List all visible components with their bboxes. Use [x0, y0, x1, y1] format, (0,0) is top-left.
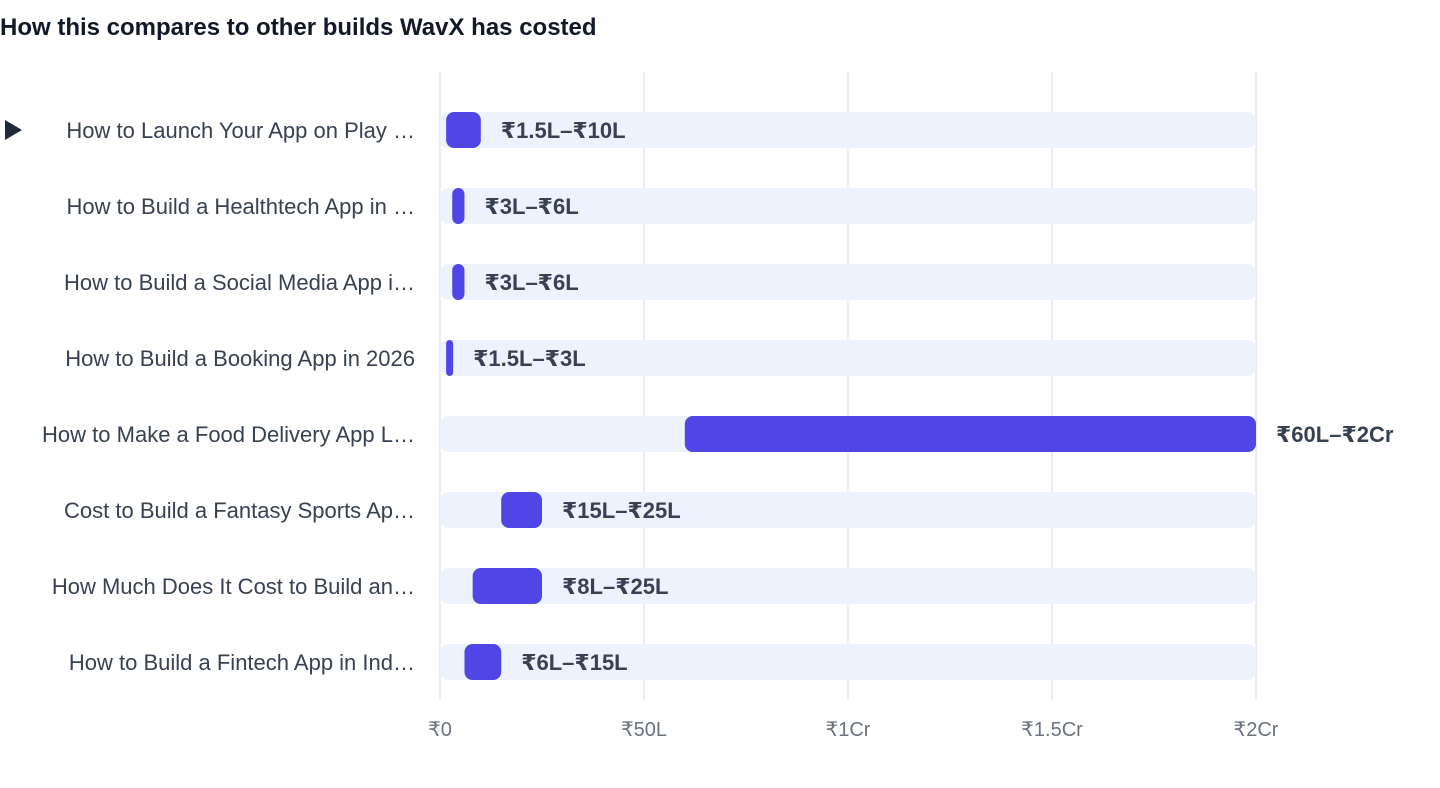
category-label: How to Build a Healthtech App in … — [66, 194, 415, 219]
category-label: Cost to Build a Fantasy Sports Ap… — [64, 498, 415, 523]
category-label: How to Launch Your App on Play … — [66, 118, 415, 143]
range-track — [440, 340, 1256, 376]
range-value-label: ₹6L–₹15L — [521, 650, 627, 675]
x-tick-label: ₹0 — [428, 719, 452, 741]
range-bar — [472, 568, 542, 604]
x-tick-label: ₹2Cr — [1234, 719, 1279, 741]
range-bar — [446, 112, 481, 148]
range-value-label: ₹15L–₹25L — [562, 498, 681, 523]
range-value-label: ₹8L–₹25L — [562, 574, 668, 599]
range-value-label: ₹1.5L–₹10L — [501, 118, 626, 143]
range-bar — [684, 416, 1256, 452]
range-track — [440, 188, 1256, 224]
range-bar — [452, 264, 465, 300]
current-row-marker-icon — [5, 120, 22, 140]
x-tick-label: ₹1Cr — [826, 719, 871, 741]
range-track — [440, 264, 1256, 300]
range-bar — [501, 492, 542, 528]
range-bar — [446, 340, 454, 376]
range-value-label: ₹3L–₹6L — [484, 270, 578, 295]
category-label: How to Build a Social Media App i… — [64, 270, 415, 295]
range-bar — [464, 644, 502, 680]
range-bar — [452, 188, 465, 224]
range-track — [440, 112, 1256, 148]
category-label: How Much Does It Cost to Build an… — [52, 574, 415, 599]
range-value-label: ₹3L–₹6L — [484, 194, 578, 219]
category-label: How to Make a Food Delivery App L… — [42, 422, 415, 447]
range-track — [440, 644, 1256, 680]
range-value-label: ₹60L–₹2Cr — [1276, 422, 1394, 447]
range-track — [440, 568, 1256, 604]
range-value-label: ₹1.5L–₹3L — [473, 346, 586, 371]
category-label: How to Build a Booking App in 2026 — [65, 346, 415, 371]
chart-title: How this compares to other builds WavX h… — [0, 14, 597, 41]
x-tick-label: ₹50L — [621, 719, 667, 741]
range-track — [440, 492, 1256, 528]
category-label: How to Build a Fintech App in Ind… — [69, 650, 415, 675]
x-tick-label: ₹1.5Cr — [1021, 719, 1083, 741]
